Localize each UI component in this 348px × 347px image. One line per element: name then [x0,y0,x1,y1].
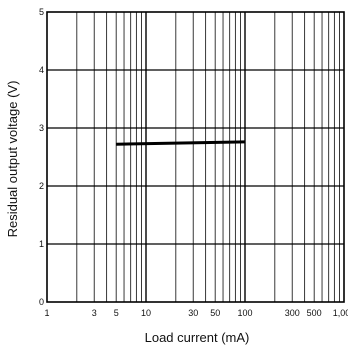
minor-grid [76,12,340,302]
x-axis-label: Load current (mA) [145,330,250,345]
x-tick-label: 1 [44,308,49,318]
y-tick-labels: 0 1 2 3 4 5 [39,7,44,307]
y-tick-label: 5 [39,7,44,17]
x-tick-label: 30 [188,308,198,318]
x-tick-label: 500 [307,308,322,318]
x-tick-label: 1,000 [333,308,348,318]
x-tick-label: 3 [92,308,97,318]
x-tick-label: 5 [114,308,119,318]
residual-voltage-series-line [116,140,246,146]
plot-frame [46,11,345,303]
major-grid [47,12,344,302]
y-tick-label: 2 [39,181,44,191]
y-axis-label: Residual output voltage (V) [5,81,20,238]
x-tick-label: 300 [285,308,300,318]
x-tick-label: 10 [141,308,151,318]
y-tick-label: 1 [39,239,44,249]
y-tick-label: 4 [39,65,44,75]
series-layer [116,140,246,146]
x-tick-label: 100 [237,308,252,318]
y-tick-label: 3 [39,123,44,133]
x-tick-labels: 1 3 5 10 30 50 100 300 500 1,000 [44,308,348,318]
y-tick-label: 0 [39,297,44,307]
x-tick-label: 50 [210,308,220,318]
